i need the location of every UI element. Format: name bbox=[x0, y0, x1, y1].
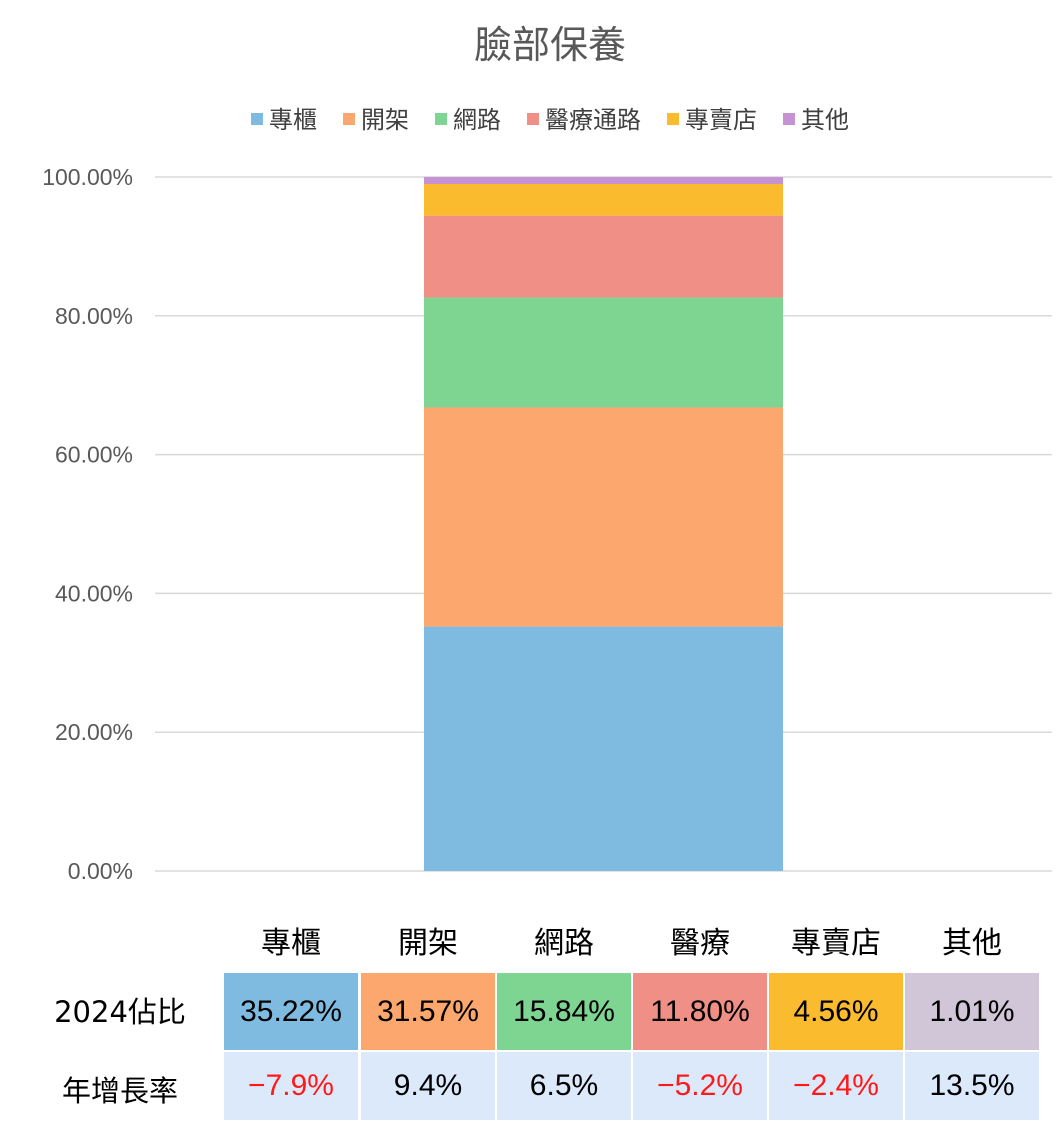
table-row-share: 2024佔比 35.22% 31.57% 15.84% 11.80% 4.56% 1.01… bbox=[0, 973, 1058, 1050]
bar-segment bbox=[424, 407, 783, 627]
y-tick-label: 80.00% bbox=[55, 303, 133, 329]
share-cell: 31.57% bbox=[361, 973, 495, 1050]
legend-label: 專賣店 bbox=[685, 106, 757, 134]
table-row-growth: 年增長率 −7.9% 9.4% 6.5% −5.2% −2.4% 13.5% bbox=[0, 1052, 1058, 1126]
legend-label: 醫療通路 bbox=[545, 106, 641, 134]
bar-segment bbox=[424, 184, 783, 216]
share-cell: 11.80% bbox=[633, 973, 767, 1050]
chart-title: 臉部保養 bbox=[474, 23, 626, 67]
legend-swatch bbox=[527, 113, 539, 125]
legend-swatch bbox=[435, 113, 447, 125]
share-cell: 35.22% bbox=[224, 973, 358, 1050]
bar-segment bbox=[424, 177, 783, 185]
table-column-header: 開架 bbox=[398, 926, 458, 961]
growth-cell: −5.2% bbox=[633, 1052, 767, 1120]
table-header-row: 專櫃 開架 網路 醫療 專賣店 其他 bbox=[0, 903, 1058, 977]
table-column-header: 專賣店 bbox=[791, 926, 881, 961]
chart-legend: 專櫃 開架 網路 醫療通路 專賣店 其他 bbox=[251, 106, 849, 134]
growth-cell: −2.4% bbox=[769, 1052, 903, 1120]
legend-swatch bbox=[783, 113, 795, 125]
legend-label: 其他 bbox=[801, 106, 849, 134]
share-cell: 4.56% bbox=[769, 973, 903, 1050]
table-column-header: 其他 bbox=[942, 926, 1002, 961]
growth-cell: 6.5% bbox=[497, 1052, 631, 1120]
row-label-share: 2024佔比 bbox=[54, 995, 186, 1029]
share-cell: 1.01% bbox=[905, 973, 1039, 1050]
y-axis-tick-labels: 100.00% 80.00% 60.00% 40.00% 20.00% 0.00% bbox=[42, 164, 133, 884]
table-column-header: 醫療 bbox=[670, 926, 730, 961]
share-cell: 15.84% bbox=[497, 973, 631, 1050]
legend-label: 網路 bbox=[453, 106, 501, 134]
table-column-header: 專櫃 bbox=[261, 926, 321, 961]
growth-cell: −7.9% bbox=[224, 1052, 358, 1120]
bar-segment bbox=[424, 215, 783, 298]
y-tick-label: 100.00% bbox=[42, 164, 133, 190]
bar-segment bbox=[424, 297, 783, 408]
legend-swatch bbox=[343, 113, 355, 125]
y-tick-label: 40.00% bbox=[55, 580, 133, 606]
chart-bars bbox=[424, 177, 783, 871]
growth-cell: 9.4% bbox=[361, 1052, 495, 1120]
legend-swatch bbox=[667, 113, 679, 125]
legend-label: 開架 bbox=[361, 106, 409, 134]
bar-segment bbox=[424, 626, 783, 871]
y-tick-label: 0.00% bbox=[68, 858, 133, 884]
stacked-bar-chart: 臉部保養 專櫃 開架 網路 醫療通路 專賣店 其他 100.00% 80.00% 60.00%… bbox=[42, 23, 1052, 884]
table-column-header: 網路 bbox=[534, 926, 594, 961]
growth-cell: 13.5% bbox=[905, 1052, 1039, 1120]
row-label-growth: 年增長率 bbox=[61, 1074, 178, 1108]
y-tick-label: 20.00% bbox=[55, 719, 133, 745]
y-tick-label: 60.00% bbox=[55, 442, 133, 468]
legend-swatch bbox=[251, 113, 263, 125]
legend-label: 專櫃 bbox=[269, 106, 317, 134]
